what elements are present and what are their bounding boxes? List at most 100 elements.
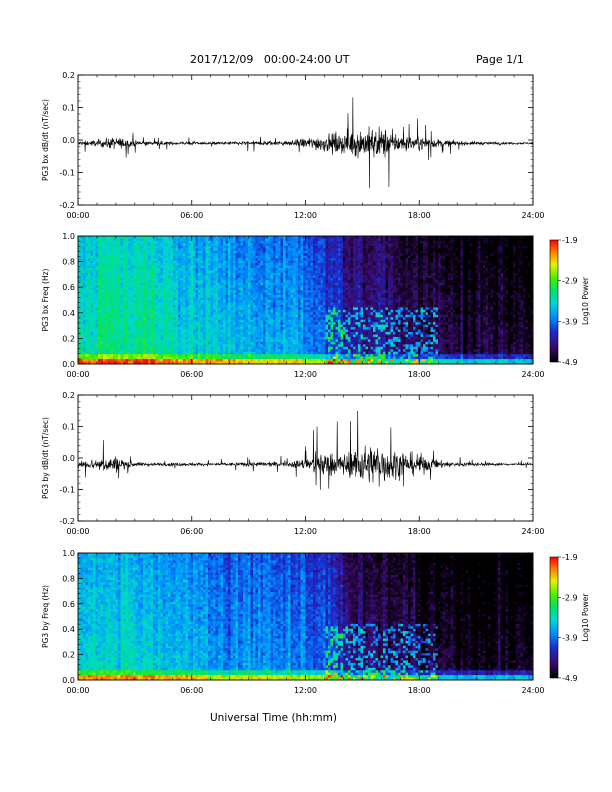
heatmap-cell <box>151 253 154 256</box>
heatmap-cell <box>88 344 91 347</box>
heatmap-cell <box>153 320 156 323</box>
heatmap-cell <box>296 310 299 313</box>
heatmap-cell <box>158 261 161 264</box>
heatmap-cell <box>303 354 306 357</box>
heatmap-cell <box>246 263 249 266</box>
heatmap-cell <box>221 283 224 286</box>
heatmap-cell <box>263 273 266 276</box>
heatmap-cell <box>136 298 139 301</box>
heatmap-cell <box>263 285 266 288</box>
heatmap-cell <box>291 266 294 269</box>
heatmap-cell <box>258 293 261 296</box>
heatmap-cell <box>191 246 194 249</box>
heatmap-cell <box>258 352 261 355</box>
heatmap-cell <box>196 288 199 291</box>
heatmap-cell <box>183 263 186 266</box>
heatmap-cell <box>196 278 199 281</box>
heatmap-cell <box>158 256 161 259</box>
heatmap-cell <box>201 330 204 333</box>
heatmap-cell <box>108 261 111 264</box>
heatmap-cell <box>136 246 139 249</box>
heatmap-cell <box>286 273 289 276</box>
heatmap-cell <box>141 315 144 318</box>
heatmap-cell <box>128 275 131 278</box>
heatmap-cell <box>238 302 241 305</box>
heatmap-cell <box>133 268 136 271</box>
heatmap-cell <box>203 275 206 278</box>
heatmap-cell <box>196 300 199 303</box>
heatmap-cell <box>258 243 261 246</box>
heatmap-cell <box>181 330 184 333</box>
heatmap-cell <box>101 315 104 318</box>
heatmap-cell <box>126 359 129 362</box>
heatmap-cell <box>103 357 106 360</box>
heatmap-cell <box>151 270 154 273</box>
heatmap-cell <box>251 258 254 261</box>
heatmap-cell <box>261 302 264 305</box>
heatmap-cell <box>233 283 236 286</box>
heatmap-cell <box>248 285 251 288</box>
heatmap-cell <box>168 285 171 288</box>
heatmap-cell <box>301 278 304 281</box>
heatmap-cell <box>131 327 134 330</box>
heatmap-cell <box>308 293 311 296</box>
heatmap-cell <box>261 246 264 249</box>
heatmap-cell <box>246 352 249 355</box>
heatmap-cell <box>253 330 256 333</box>
heatmap-cell <box>103 327 106 330</box>
heatmap-cell <box>111 300 114 303</box>
heatmap-cell <box>266 330 269 333</box>
heatmap-cell <box>118 302 121 305</box>
heatmap-cell <box>261 273 264 276</box>
heatmap-cell <box>216 327 219 330</box>
heatmap-cell <box>203 278 206 281</box>
heatmap-cell <box>128 310 131 313</box>
heatmap-cell <box>116 263 119 266</box>
heatmap-cell <box>226 246 229 249</box>
heatmap-cell <box>308 347 311 350</box>
heatmap-cell <box>256 327 259 330</box>
heatmap-cell <box>278 285 281 288</box>
heatmap-cell <box>193 352 196 355</box>
heatmap-cell <box>241 270 244 273</box>
heatmap-cell <box>308 243 311 246</box>
heatmap-cell <box>293 300 296 303</box>
heatmap-cell <box>281 266 284 269</box>
heatmap-cell <box>293 256 296 259</box>
heatmap-cell <box>226 359 229 362</box>
heatmap-cell <box>101 349 104 352</box>
heatmap-cell <box>123 258 126 261</box>
heatmap-cell <box>206 263 209 266</box>
heatmap-cell <box>256 238 259 241</box>
heatmap-cell <box>178 327 181 330</box>
heatmap-cell <box>116 337 119 340</box>
heatmap-cell <box>241 320 244 323</box>
heatmap-cell <box>283 295 286 298</box>
heatmap-cell <box>176 275 179 278</box>
heatmap-cell <box>201 305 204 308</box>
heatmap-cell <box>171 288 174 291</box>
heatmap-cell <box>148 295 151 298</box>
heatmap-cell <box>228 288 231 291</box>
heatmap-cell <box>88 293 91 296</box>
heatmap-cell <box>293 246 296 249</box>
heatmap-cell <box>123 327 126 330</box>
heatmap-cell <box>311 302 314 305</box>
heatmap-cell <box>208 285 211 288</box>
heatmap-cell <box>86 305 89 308</box>
heatmap-cell <box>103 285 106 288</box>
heatmap-cell <box>288 261 291 264</box>
heatmap-cell <box>306 290 309 293</box>
heatmap-cell <box>238 275 241 278</box>
heatmap-cell <box>196 320 199 323</box>
heatmap-cell <box>81 273 84 276</box>
heatmap-cell <box>286 293 289 296</box>
heatmap-cell <box>133 253 136 256</box>
heatmap-cell <box>143 327 146 330</box>
heatmap-cell <box>268 310 271 313</box>
heatmap-cell <box>128 302 131 305</box>
heatmap-cell <box>311 327 314 330</box>
heatmap-cell <box>188 238 191 241</box>
heatmap-cell <box>188 273 191 276</box>
heatmap-cell <box>163 263 166 266</box>
